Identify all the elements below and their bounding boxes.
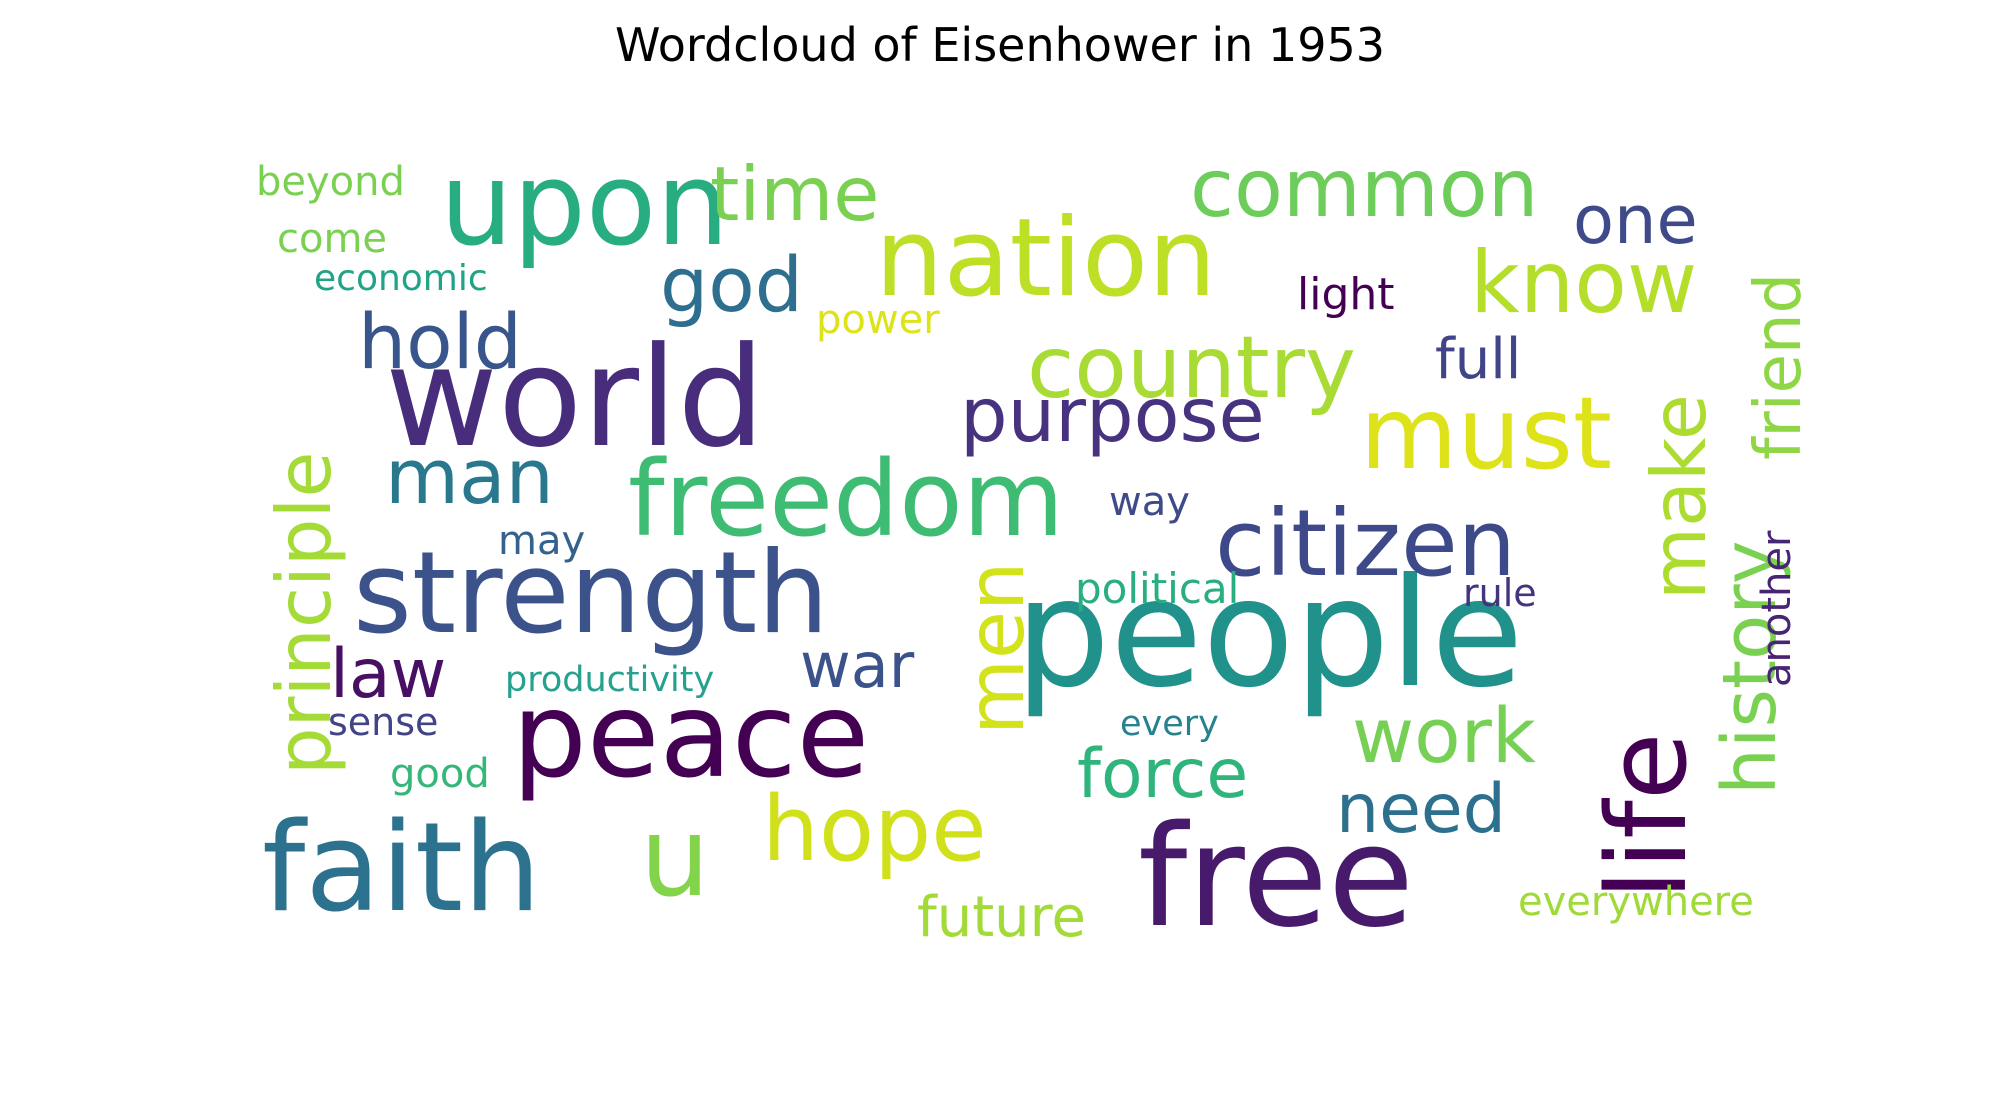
word-people: people (1015, 547, 1523, 721)
word-man: man (385, 432, 554, 521)
word-economic: economic (314, 258, 488, 299)
chart-title: Wordcloud of Eisenhower in 1953 (614, 18, 1386, 72)
word-time: time (710, 150, 879, 238)
word-faith: faith (262, 797, 541, 940)
word-hold: hold (358, 297, 522, 386)
word-full: full (1435, 327, 1521, 392)
word-freedom: freedom (628, 438, 1064, 560)
word-purpose: purpose (960, 371, 1265, 459)
word-strength: strength (353, 527, 829, 659)
word-future: future (917, 885, 1086, 950)
word-god: god (660, 240, 803, 329)
word-principle: principle (260, 452, 348, 775)
word-war: war (800, 629, 915, 702)
word-common: common (1190, 142, 1538, 235)
word-productivity: productivity (505, 660, 714, 700)
word-political: political (1075, 564, 1239, 613)
word-men: men (952, 562, 1042, 735)
word-good: good (390, 751, 490, 797)
word-upon: upon (440, 138, 729, 272)
word-another: another (1754, 530, 1800, 687)
word-free: free (1138, 796, 1414, 959)
word-one: one (1573, 181, 1698, 259)
word-u: u (640, 793, 710, 921)
word-need: need (1336, 770, 1506, 849)
word-know: know (1470, 233, 1697, 333)
word-life: life (1583, 732, 1711, 900)
word-law: law (330, 635, 446, 714)
word-every: every (1120, 704, 1219, 744)
word-force: force (1077, 735, 1248, 814)
word-sense: sense (328, 700, 438, 744)
word-history: history (1707, 540, 1793, 795)
word-power: power (816, 297, 940, 343)
word-may: may (498, 518, 585, 564)
word-citizen: citizen (1215, 490, 1516, 597)
word-must: must (1360, 375, 1612, 492)
word-everywhere: everywhere (1518, 879, 1754, 925)
word-work: work (1352, 691, 1536, 780)
word-come: come (277, 216, 387, 262)
word-country: country (1027, 318, 1356, 418)
word-way: way (1109, 479, 1190, 525)
word-nation: nation (875, 196, 1217, 321)
word-friend: friend (1742, 273, 1816, 460)
word-hope: hope (762, 777, 987, 882)
word-world: world (385, 317, 765, 478)
word-rule: rule (1463, 571, 1537, 615)
word-peace: peace (512, 666, 869, 804)
word-beyond: beyond (256, 159, 405, 205)
word-light: light (1297, 269, 1395, 320)
word-make: make (1635, 394, 1723, 600)
